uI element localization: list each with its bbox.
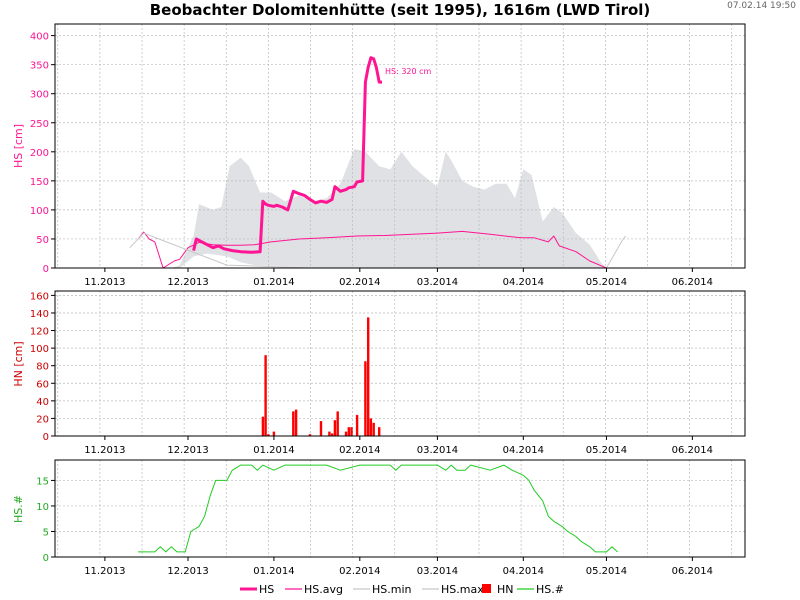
x-tick-label: 03.2014: [417, 445, 458, 456]
hn-bar: [328, 431, 331, 436]
hn-bar: [347, 427, 350, 436]
y-tick-label: 40: [36, 397, 49, 408]
hn-bar: [378, 427, 381, 436]
y-tick-label: 100: [30, 206, 49, 217]
x-tick-label: 02.2014: [339, 566, 380, 577]
x-tick-label: 12.2013: [167, 445, 208, 456]
hs-value-annotation: HS: 320 cm: [385, 67, 432, 76]
hn-bar: [333, 420, 337, 436]
hn-bar: [319, 421, 323, 436]
hn-bar: [369, 418, 373, 436]
hn-bar: [292, 411, 295, 436]
x-tick-label: 11.2013: [84, 445, 125, 456]
legend-label: HS.avg: [304, 583, 343, 596]
x-tick-label: 06.2014: [672, 445, 713, 456]
timestamp: 07.02.14 19:50: [727, 1, 796, 11]
hn-bar: [336, 411, 339, 436]
y-tick-label: 300: [30, 90, 49, 101]
y-tick-label: 100: [30, 344, 49, 355]
hs-avg-line: [137, 230, 607, 269]
x-tick-label: 01.2014: [253, 277, 294, 288]
plot-area: [55, 460, 745, 557]
legend-label: HS.max: [441, 583, 484, 596]
y-tick-label: 0: [43, 264, 49, 275]
y-tick-label: 60: [36, 379, 49, 390]
legend-swatch: [482, 584, 491, 593]
hn-bar: [267, 434, 270, 436]
hs--line: [138, 464, 618, 553]
hn-bar: [367, 317, 370, 436]
y-tick-label: 80: [36, 362, 49, 373]
hn-bar: [294, 409, 298, 436]
hn-bar: [308, 434, 312, 436]
panel-2: 0 20 40 60 80 100 120 140 160 11.2013 12.2013 01.20…: [12, 290, 746, 456]
y-tick-label: 150: [30, 177, 49, 188]
y-tick-label: 160: [30, 291, 49, 302]
hn-bar: [355, 414, 359, 436]
x-tick-label: 11.2013: [84, 566, 125, 577]
x-tick-label: 12.2013: [167, 277, 208, 288]
y-tick-label: 400: [30, 32, 49, 43]
legend-label: HN: [497, 583, 514, 596]
x-tick-label: 03.2014: [417, 566, 458, 577]
y-axis-label: HS [cm]: [12, 124, 25, 168]
x-tick-label: 02.2014: [339, 277, 380, 288]
legend: HS HS.avg HS.min HS.max HN HS.#: [240, 583, 564, 596]
y-tick-label: 0: [43, 553, 49, 564]
hn-bar: [344, 431, 348, 436]
hn-bar: [372, 422, 375, 436]
x-tick-label: 01.2014: [253, 445, 294, 456]
hs-max-line: [605, 235, 627, 269]
y-tick-label: 50: [36, 235, 49, 246]
y-tick-label: 350: [30, 61, 49, 72]
y-tick-label: 10: [36, 502, 49, 513]
chart-title: Beobachter Dolomitenhütte (seit 1995), 1…: [149, 1, 651, 19]
hn-bar: [261, 416, 265, 436]
x-tick-label: 04.2014: [503, 566, 544, 577]
plot-area: [55, 291, 745, 436]
hn-bar: [272, 431, 276, 436]
y-tick-label: 250: [30, 119, 49, 130]
panel-1: 0 50 100 150 200 250 300 350 400 11.2013 12.2013 01…: [12, 23, 746, 288]
hs-min-max-band: [129, 148, 607, 268]
x-tick-label: 05.2014: [586, 445, 627, 456]
x-tick-label: 11.2013: [84, 277, 125, 288]
y-tick-label: 200: [30, 148, 49, 159]
legend-label: HS.#: [536, 583, 564, 596]
x-tick-label: 05.2014: [586, 277, 627, 288]
x-tick-label: 04.2014: [503, 277, 544, 288]
x-tick-label: 04.2014: [503, 445, 544, 456]
y-axis-label: HS.#: [12, 495, 25, 523]
panel-3: 0 5 10 15 11.2013 12.2013 01.2014 02.2014 03.201…: [12, 459, 746, 577]
y-tick-label: 15: [36, 476, 49, 487]
legend-label: HS.min: [372, 583, 412, 596]
x-tick-label: 02.2014: [339, 445, 380, 456]
y-tick-label: 140: [30, 309, 49, 320]
hn-bar: [364, 361, 367, 436]
y-tick-label: 120: [30, 327, 49, 338]
y-tick-label: 20: [36, 414, 49, 425]
x-tick-label: 06.2014: [672, 277, 713, 288]
x-tick-label: 06.2014: [672, 566, 713, 577]
plot-frame: [54, 23, 746, 269]
hs-line: [192, 56, 382, 254]
x-tick-label: 05.2014: [586, 566, 627, 577]
plot-frame: [54, 290, 746, 437]
x-tick-label: 03.2014: [417, 277, 458, 288]
plot-frame: [54, 459, 746, 558]
y-tick-label: 0: [43, 432, 49, 443]
x-tick-label: 12.2013: [167, 566, 208, 577]
hn-bar: [330, 433, 334, 436]
hn-bar: [350, 427, 353, 436]
y-tick-label: 5: [43, 527, 49, 538]
y-axis-label: HN [cm]: [12, 341, 25, 386]
hn-bar: [264, 355, 267, 436]
legend-label: HS: [259, 583, 274, 596]
x-tick-label: 01.2014: [253, 566, 294, 577]
